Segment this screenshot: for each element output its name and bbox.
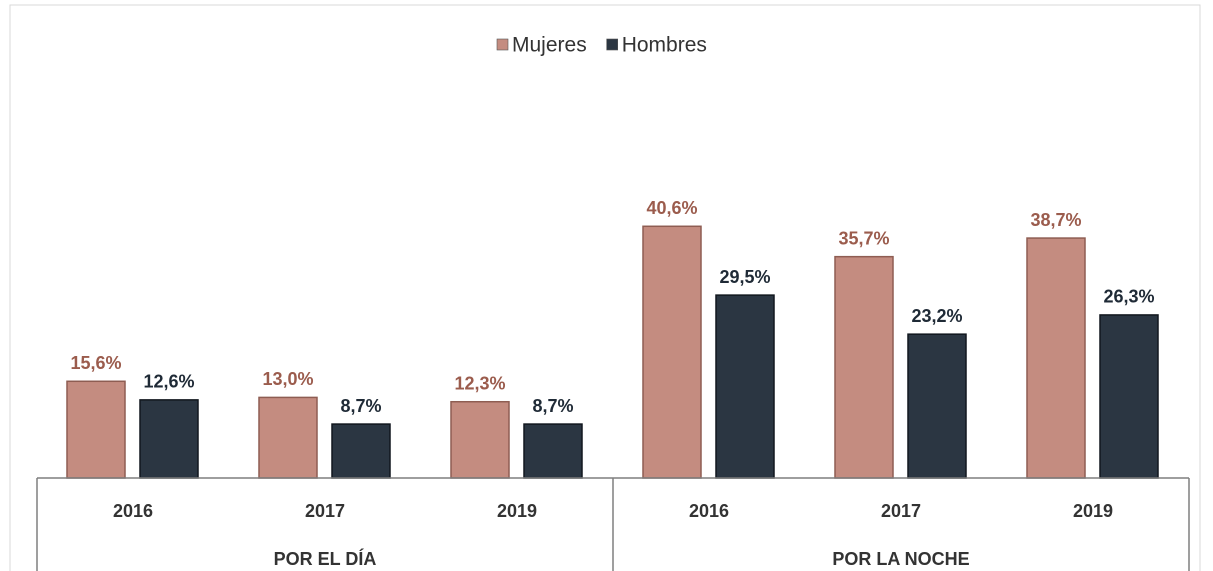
bar (331, 423, 391, 479)
bar (450, 400, 510, 479)
x-tick-label: 2017 (305, 501, 345, 521)
group-label: POR LA NOCHE (832, 549, 969, 569)
group-label: POR EL DÍA (274, 548, 377, 569)
bar (715, 294, 775, 479)
bar (66, 380, 126, 479)
legend-label: Hombres (622, 34, 707, 57)
bar (907, 333, 967, 479)
data-label: 13,0% (262, 369, 313, 389)
x-tick-label: 2016 (113, 501, 153, 521)
data-label: 8,7% (340, 396, 381, 416)
data-label: 40,6% (646, 198, 697, 218)
bar (1099, 314, 1159, 479)
data-label: 29,5% (719, 267, 770, 287)
bar (258, 396, 318, 479)
data-label: 8,7% (532, 396, 573, 416)
bar (523, 423, 583, 479)
x-tick-label: 2017 (881, 501, 921, 521)
bar (139, 399, 199, 479)
data-label: 12,6% (143, 372, 194, 392)
legend-swatch (606, 38, 619, 51)
chart-border (9, 4, 1201, 571)
data-label: 26,3% (1103, 287, 1154, 307)
bar (834, 255, 894, 479)
data-label: 23,2% (911, 306, 962, 326)
data-label: 15,6% (70, 353, 121, 373)
bar (642, 225, 702, 479)
x-tick-label: 2019 (497, 501, 537, 521)
data-label: 12,3% (454, 373, 505, 393)
x-tick-label: 2016 (689, 501, 729, 521)
legend-label: Mujeres (512, 34, 587, 57)
x-tick-label: 2019 (1073, 501, 1113, 521)
data-label: 38,7% (1030, 210, 1081, 230)
legend-swatch (496, 38, 509, 51)
data-label: 35,7% (838, 228, 889, 248)
bar (1026, 237, 1086, 479)
